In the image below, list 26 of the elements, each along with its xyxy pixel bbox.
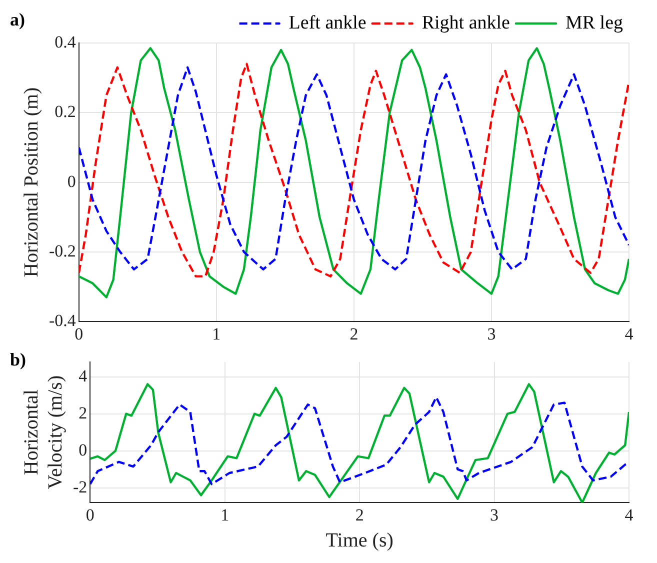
legend-label: Right ankle bbox=[422, 12, 510, 34]
x-axis-title: Time (s) bbox=[326, 529, 394, 552]
x-tick-label: 3 bbox=[490, 505, 499, 524]
y-tick-label: 0 bbox=[78, 440, 88, 460]
y-axis-title: Horizontal Velocity (m/s) bbox=[20, 375, 66, 490]
y-tick-label: 4 bbox=[78, 366, 88, 386]
text: b) bbox=[10, 350, 26, 370]
text: a) bbox=[10, 10, 25, 30]
legend-label: MR leg bbox=[565, 12, 624, 34]
y-tick-label: 0.4 bbox=[54, 32, 76, 52]
x-tick-label: 1 bbox=[212, 324, 221, 344]
y-tick-label: -0.2 bbox=[48, 241, 76, 260]
y-tick-label: -2 bbox=[72, 477, 88, 496]
legend-label: Left ankle bbox=[288, 12, 366, 34]
x-tick-label: 1 bbox=[220, 505, 230, 524]
y-tick-label: -0.4 bbox=[48, 311, 76, 330]
line-series bbox=[90, 396, 629, 486]
y-tick-label: 0 bbox=[67, 172, 76, 191]
y-axis-title: Horizontal Position (m) bbox=[20, 87, 42, 278]
x-tick-label: 2 bbox=[355, 505, 364, 524]
x-tick-label: 4 bbox=[624, 505, 634, 524]
x-tick-label: 2 bbox=[350, 324, 358, 344]
y-tick-label: 0.2 bbox=[54, 102, 76, 122]
x-tick-label: 4 bbox=[624, 324, 634, 344]
y-tick-label: 2 bbox=[78, 403, 88, 422]
x-tick-label: 3 bbox=[487, 324, 496, 344]
